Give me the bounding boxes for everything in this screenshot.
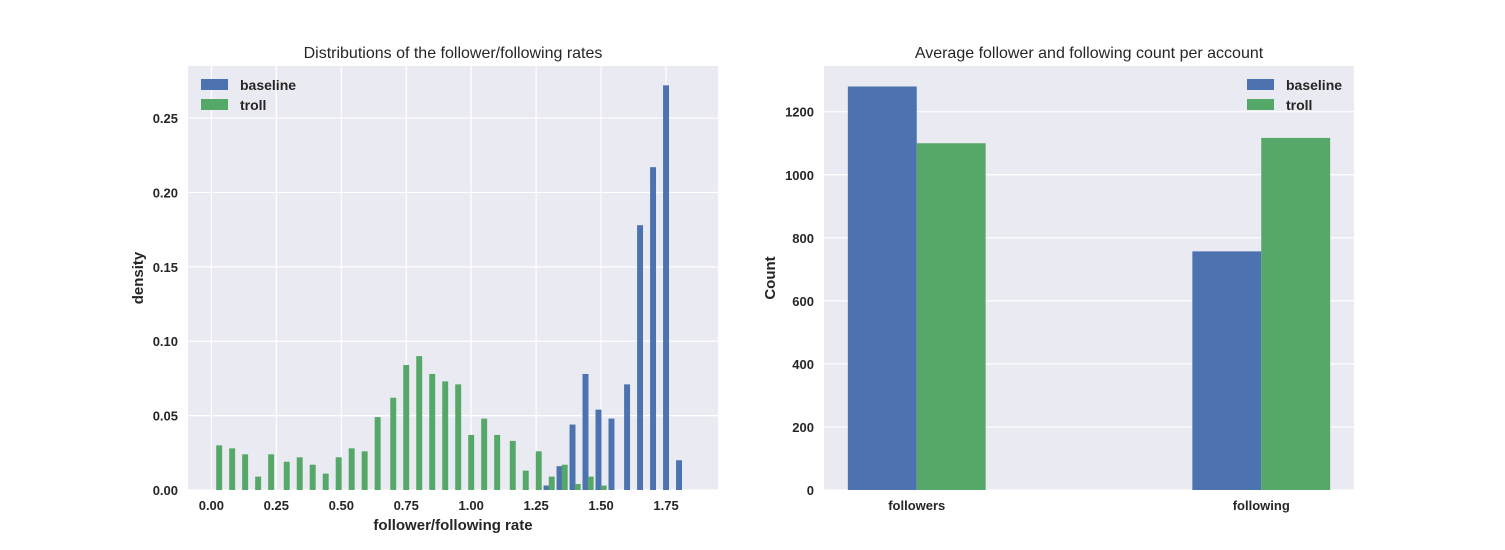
y-tick-label: 1200 [785, 105, 814, 120]
y-tick-label: 600 [792, 294, 814, 309]
x-tick-label: 1.25 [523, 498, 548, 513]
bar-troll [309, 464, 316, 490]
x-tick-label: 0.50 [329, 498, 354, 513]
y-tick-label: 1000 [785, 168, 814, 183]
bar-baseline [663, 85, 670, 491]
x-tick-label: 1.00 [459, 498, 484, 513]
x-tick-labels: 0.00 0.25 0.50 0.75 1.00 1.25 1.50 1.75 [199, 498, 679, 513]
chart-title: Average follower and following count per… [915, 45, 1264, 62]
bar-troll [455, 384, 462, 490]
bar-troll [335, 457, 342, 490]
y-tick-label: 0.10 [153, 334, 178, 349]
x-tick-label: 0.75 [394, 498, 419, 513]
bar-troll [416, 356, 423, 490]
bars [216, 85, 683, 491]
bar-baseline [556, 466, 563, 490]
legend-swatch-troll [1247, 99, 1274, 110]
bar-troll-following [1261, 137, 1331, 490]
bar-troll [468, 434, 475, 490]
legend: baseline troll [201, 77, 296, 113]
legend-label-troll: troll [240, 97, 266, 113]
y-tick-label: 0.15 [153, 260, 178, 275]
bar-troll [481, 418, 488, 490]
bar-troll [574, 484, 581, 490]
legend-label-troll: troll [1286, 97, 1312, 113]
y-tick-label: 0 [807, 483, 814, 498]
y-tick-label: 400 [792, 357, 814, 372]
chart-title: Distributions of the follower/following … [304, 45, 603, 62]
x-tick-label: 0.25 [264, 498, 289, 513]
bar-troll [322, 473, 329, 490]
bar-baseline-followers [847, 86, 917, 490]
bar-troll [403, 365, 410, 490]
count-bar-chart: followers following 0 200 400 600 800 1000 1200… [762, 45, 1354, 513]
bar-troll [587, 476, 594, 490]
bar-troll [494, 434, 501, 490]
legend-swatch-baseline [201, 79, 228, 90]
bar-troll [242, 454, 249, 490]
y-tick-label: 0.20 [153, 185, 178, 200]
y-axis-label: Count [762, 256, 779, 299]
bar-baseline [624, 384, 631, 490]
x-tick-label: 1.50 [588, 498, 613, 513]
x-tick-label: followers [888, 498, 945, 513]
y-axis-label: density [130, 251, 147, 304]
legend-label-baseline: baseline [1286, 77, 1342, 93]
bar-troll [283, 461, 290, 490]
bar-troll-followers [916, 143, 986, 491]
bar-troll [522, 470, 529, 490]
bar-baseline [569, 424, 576, 490]
histogram-chart: 0.00 0.25 0.50 0.75 1.00 1.25 1.50 1.75 0.000.0… [130, 45, 718, 534]
legend: baseline troll [1247, 77, 1342, 113]
legend-swatch-troll [201, 99, 228, 110]
bar-baseline [595, 409, 602, 490]
x-tick-labels: followers following [888, 498, 1290, 513]
bar-troll [535, 451, 542, 490]
y-tick-label: 0.00 [153, 483, 178, 498]
bar-troll [442, 381, 449, 490]
x-tick-label: 1.75 [653, 498, 678, 513]
bar-troll [348, 448, 355, 490]
bar-baseline [676, 460, 683, 490]
x-tick-label: following [1233, 498, 1290, 513]
y-tick-labels: 0.00 0.05 0.10 0.15 0.20 0.25 [153, 111, 178, 498]
bar-troll [268, 454, 275, 490]
bar-troll [509, 440, 516, 490]
bar-troll [390, 397, 397, 490]
bars [847, 86, 1331, 491]
bar-baseline-following [1192, 251, 1262, 490]
bar-baseline [650, 167, 657, 490]
y-tick-label: 0.05 [153, 409, 178, 424]
y-tick-label: 0.25 [153, 111, 178, 126]
bar-troll [229, 448, 236, 490]
x-axis-label: follower/following rate [373, 517, 532, 534]
y-tick-labels: 0 200 400 600 800 1000 1200 [785, 105, 814, 498]
bar-baseline [637, 225, 644, 490]
bar-troll [561, 464, 568, 490]
bar-troll [255, 476, 262, 490]
legend-label-baseline: baseline [240, 77, 296, 93]
bar-baseline [582, 373, 589, 490]
bar-troll [374, 417, 381, 490]
bar-troll [548, 476, 555, 490]
y-tick-label: 200 [792, 420, 814, 435]
bar-troll [296, 457, 303, 490]
bar-baseline [608, 418, 615, 490]
x-tick-label: 0.00 [199, 498, 224, 513]
bar-troll [361, 451, 368, 490]
bar-troll [600, 485, 607, 490]
y-tick-label: 800 [792, 231, 814, 246]
bar-troll [216, 445, 223, 490]
bar-troll [429, 373, 436, 490]
bar-baseline [543, 485, 550, 490]
legend-swatch-baseline [1247, 79, 1274, 90]
